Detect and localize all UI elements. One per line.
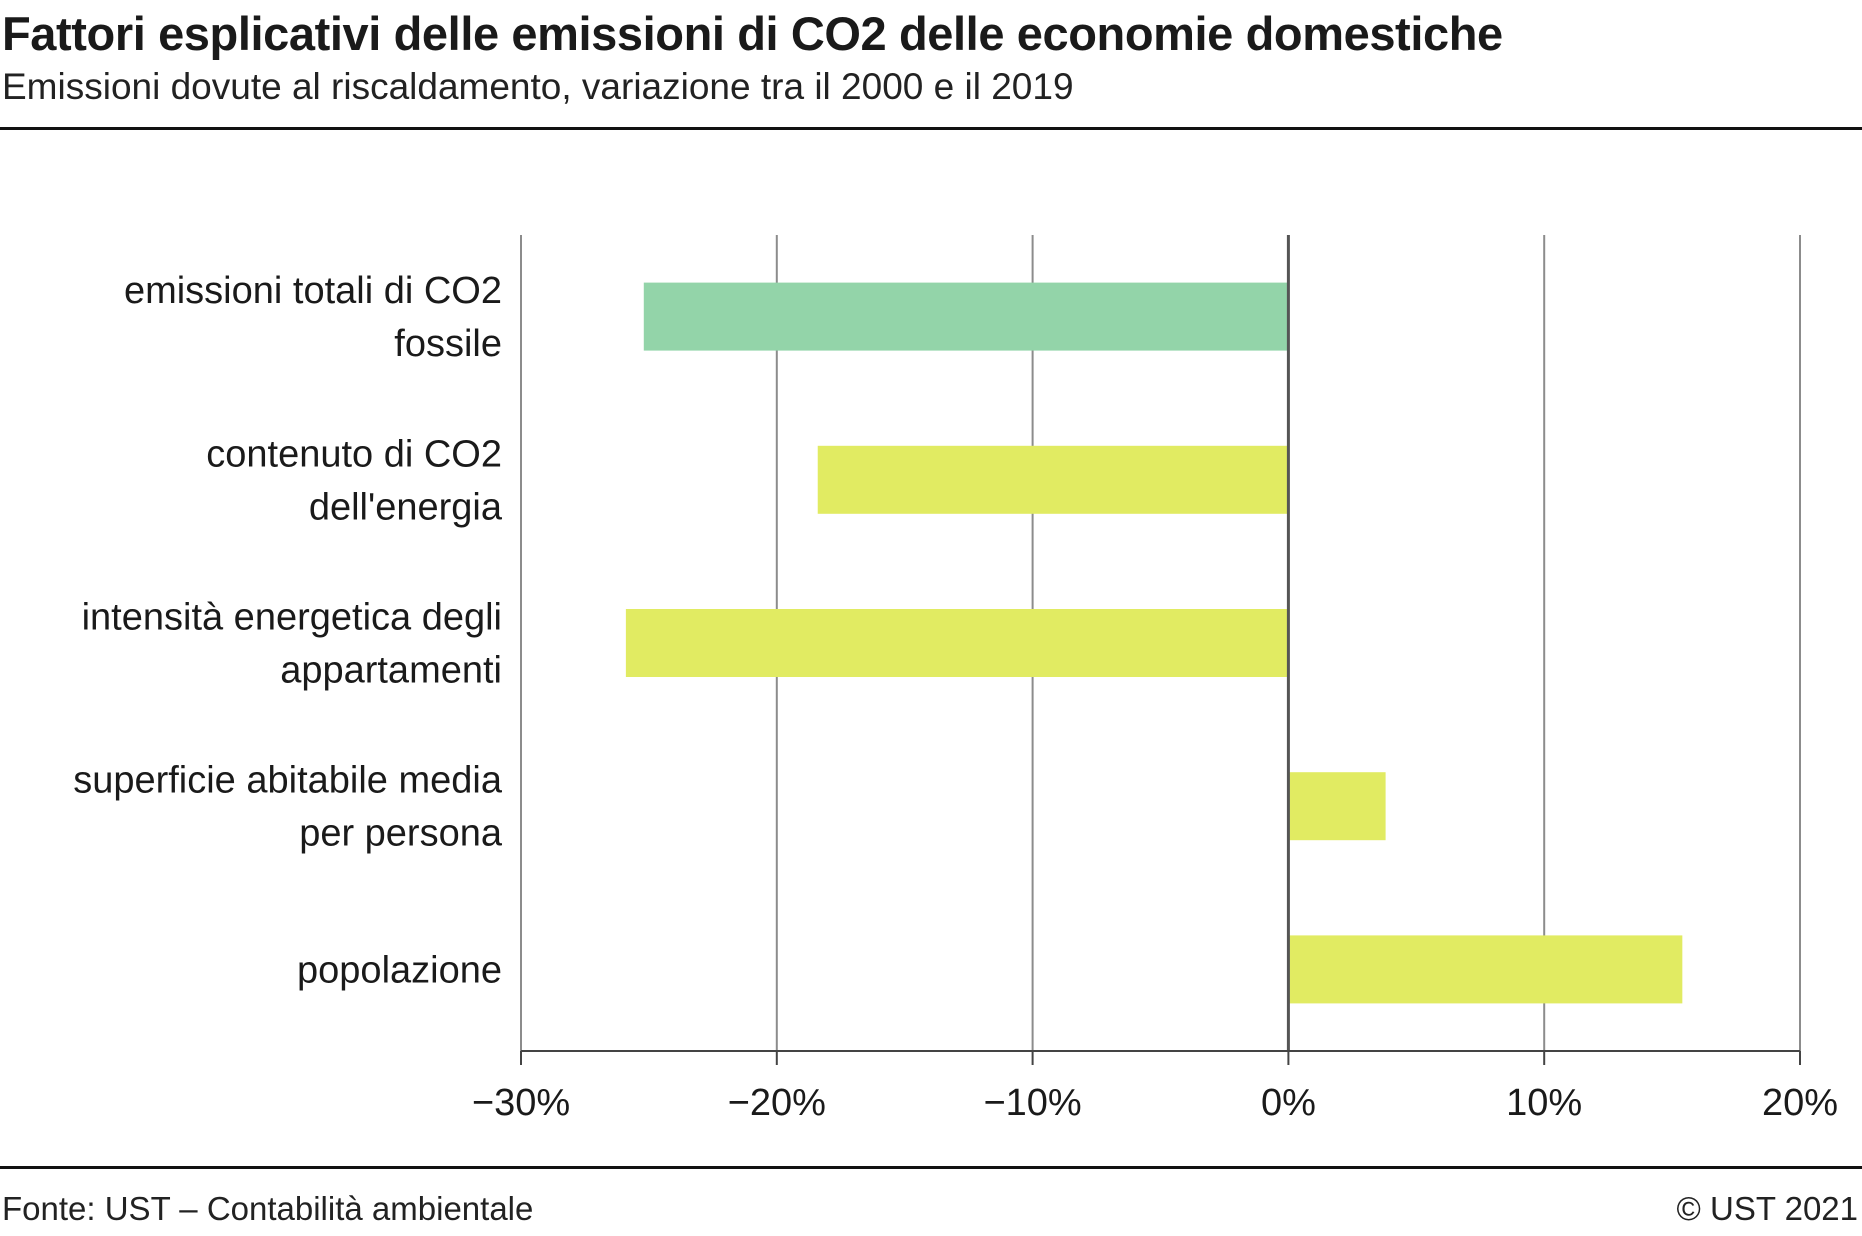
x-tick-label: −20% <box>728 1082 826 1124</box>
top-divider <box>0 127 1862 130</box>
bar <box>625 609 1289 677</box>
category-label: emissioni totali di CO2 <box>124 270 502 312</box>
chart-subtitle: Emissioni dovute al riscaldamento, varia… <box>2 66 1074 107</box>
chart-title: Fattori esplicativi delle emissioni di C… <box>2 7 1503 60</box>
category-label: appartamenti <box>280 650 502 692</box>
x-tick-label: 20% <box>1762 1082 1838 1124</box>
x-tick-label: −30% <box>472 1082 570 1124</box>
category-label: per persona <box>299 813 503 855</box>
bar <box>643 282 1289 351</box>
x-tick-label: 10% <box>1506 1082 1582 1124</box>
bottom-divider <box>0 1166 1862 1169</box>
category-label: popolazione <box>297 949 502 991</box>
category-label: dell'energia <box>309 486 503 528</box>
copyright-note: © UST 2021 <box>1676 1190 1858 1227</box>
category-label: fossile <box>394 323 502 365</box>
bar <box>1288 772 1386 841</box>
category-label: contenuto di CO2 <box>206 433 502 475</box>
bar <box>817 445 1289 514</box>
x-tick-label: −10% <box>983 1082 1081 1124</box>
category-label: intensità energetica degli <box>82 597 502 639</box>
category-label: superficie abitabile media <box>73 760 503 802</box>
x-tick-label: 0% <box>1261 1082 1316 1124</box>
source-note: Fonte: UST – Contabilità ambientale <box>2 1190 534 1227</box>
bar <box>1288 935 1683 1004</box>
bar-chart: −30% −20% −10% 0% 10% 20% emissioni totali di … <box>73 235 1838 1124</box>
